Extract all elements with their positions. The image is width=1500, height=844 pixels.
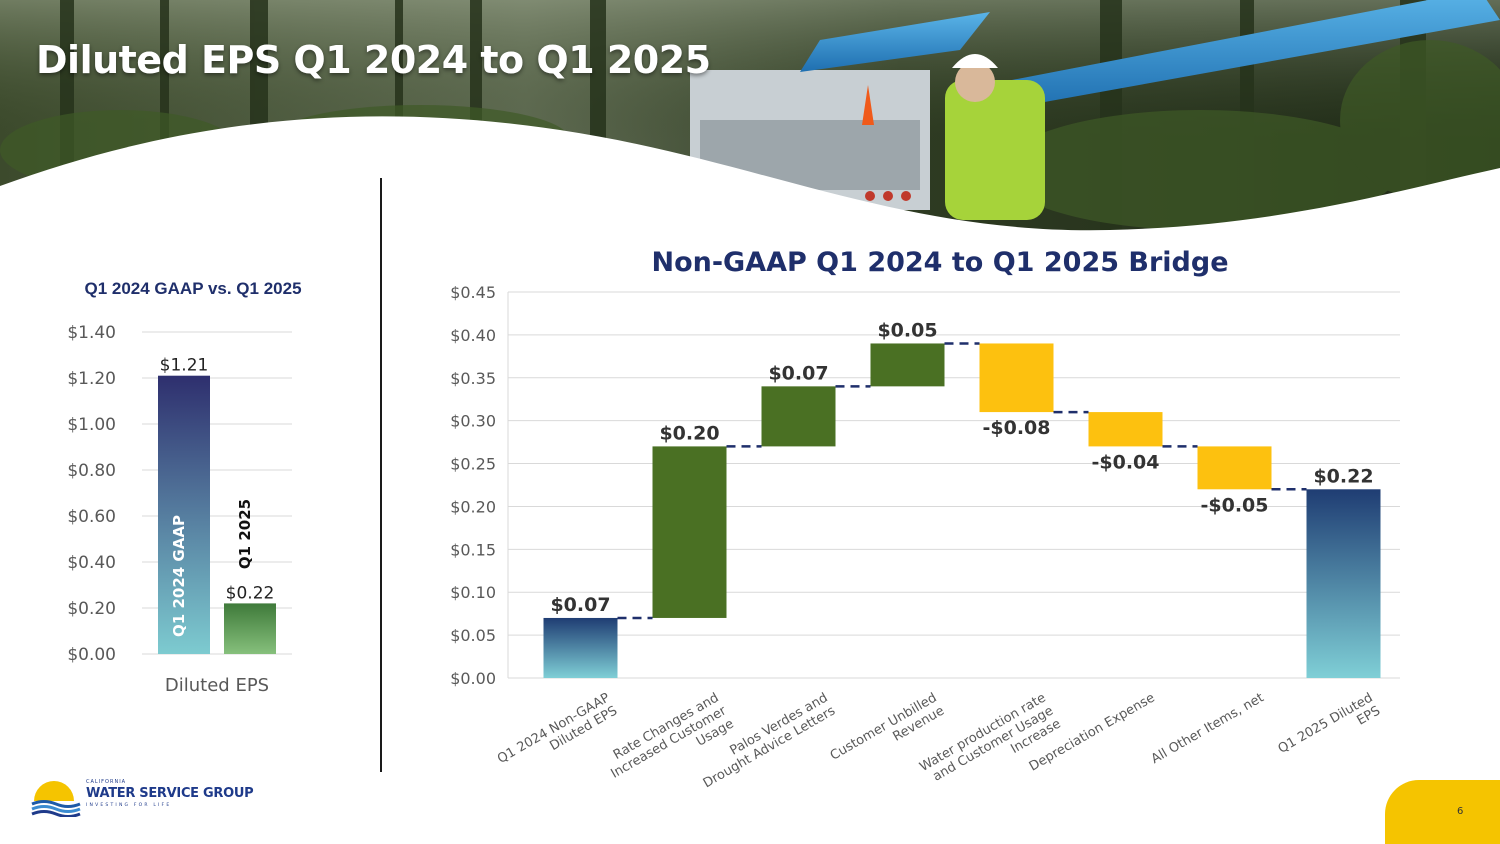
x-category-label: Q1 2024 Non-GAAPDiluted EPS <box>495 690 620 780</box>
y-tick-label: $0.80 <box>67 461 116 481</box>
waterfall-bar-increase <box>870 343 945 387</box>
y-tick-label: $0.00 <box>450 669 496 688</box>
waterfall-bar-total <box>1306 489 1381 678</box>
data-label: $0.22 <box>1313 465 1373 487</box>
y-tick-label: $0.25 <box>450 455 496 474</box>
y-tick-label: $0.00 <box>67 645 116 665</box>
bar-q1-2024-gaap <box>158 375 210 654</box>
slide-title: Diluted EPS Q1 2024 to Q1 2025 <box>36 38 711 82</box>
y-tick-label: $0.45 <box>450 283 496 302</box>
y-tick-label: $0.20 <box>450 497 496 516</box>
logo-company-name: WATER SERVICE GROUP <box>86 786 254 801</box>
panel-divider <box>380 178 382 772</box>
bar-q1-2025 <box>224 603 276 654</box>
data-label: $0.07 <box>550 594 610 616</box>
data-label: -$0.04 <box>1092 451 1160 473</box>
y-tick-label: $0.15 <box>450 540 496 559</box>
data-label: -$0.08 <box>983 417 1051 439</box>
chart-title: Q1 2024 GAAP vs. Q1 2025 <box>84 279 301 298</box>
logo-top-text: CALIFORNIA <box>86 779 127 785</box>
chart-title: Non-GAAP Q1 2024 to Q1 2025 Bridge <box>651 247 1228 278</box>
y-tick-label: $0.05 <box>450 626 496 645</box>
sun-waves-icon <box>31 781 81 818</box>
waterfall-bar-increase <box>652 446 727 618</box>
x-category-label: All Other Items, net <box>1149 690 1267 767</box>
y-tick-label: $0.30 <box>450 412 496 431</box>
y-tick-label: $0.35 <box>450 369 496 388</box>
data-label: $0.07 <box>768 362 828 384</box>
company-logo: CALIFORNIA WATER SERVICE GROUP INVESTING… <box>30 777 270 818</box>
y-tick-label: $1.20 <box>67 369 116 389</box>
data-label: $1.21 <box>160 356 209 376</box>
y-tick-label: $0.20 <box>67 599 116 619</box>
data-label: -$0.05 <box>1201 494 1269 516</box>
x-axis-label: Diluted EPS <box>165 675 269 696</box>
y-tick-label: $0.10 <box>450 583 496 602</box>
waterfall-bar-decrease <box>1197 446 1272 490</box>
logo-tagline: INVESTING FOR LIFE <box>86 803 172 808</box>
data-label: $0.05 <box>877 319 937 341</box>
series-label-q1-2025: Q1 2025 <box>236 499 254 569</box>
y-tick-label: $0.60 <box>67 507 116 527</box>
y-tick-label: $1.40 <box>67 323 116 343</box>
waterfall-bar-decrease <box>979 343 1054 413</box>
waterfall-bar-decrease <box>1088 412 1163 447</box>
waterfall-bar-increase <box>761 386 836 447</box>
y-tick-label: $0.40 <box>450 326 496 345</box>
data-label: $0.20 <box>659 422 719 444</box>
series-label-q1-2024-gaap: Q1 2024 GAAP <box>170 515 188 637</box>
x-category-label-line: All Other Items, net <box>1149 690 1267 767</box>
page-number: 6 <box>1457 806 1464 817</box>
header-forest-photo <box>0 0 1500 240</box>
x-category-label: Q1 2025 DilutedEPS <box>1276 690 1383 769</box>
waterfall-bar-total <box>543 617 618 678</box>
data-label: $0.22 <box>226 583 275 603</box>
y-tick-label: $0.40 <box>67 553 116 573</box>
page-number-tab <box>1385 780 1500 844</box>
y-tick-label: $1.00 <box>67 415 116 435</box>
